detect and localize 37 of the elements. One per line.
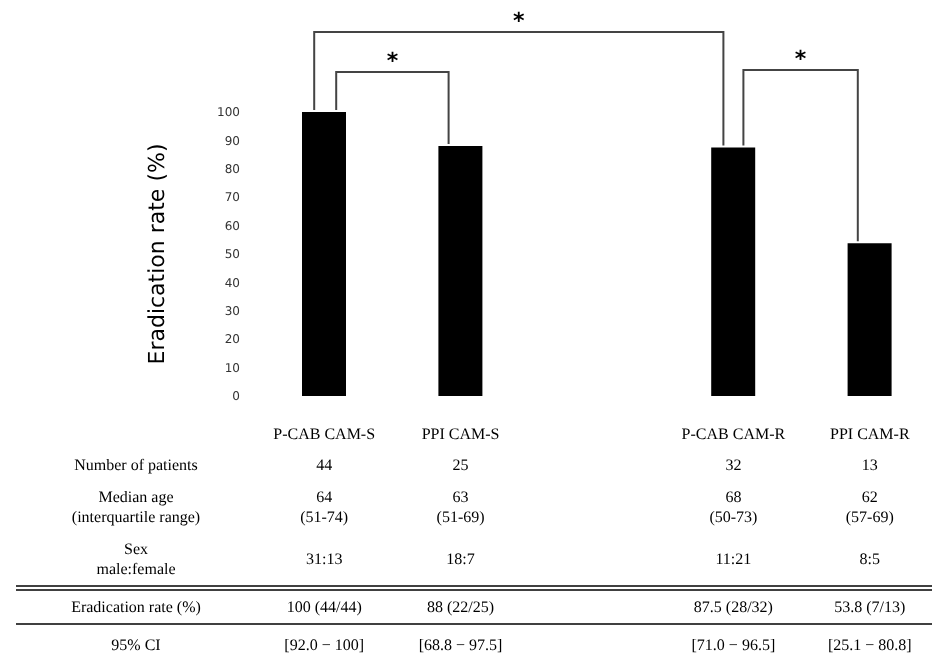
- text: 95% CI: [111, 636, 162, 654]
- text: 63 (51-69): [436, 488, 486, 526]
- y-axis-title: Eradication rate (%): [143, 143, 170, 365]
- text: [71.0 − 96.5]: [691, 636, 776, 654]
- text: [68.8 − 97.5]: [418, 636, 504, 654]
- text: 64 (51-74): [300, 488, 349, 526]
- text: 32: [725, 456, 742, 474]
- text: *: [513, 8, 526, 34]
- data-label: 100 (44/44): [286, 598, 363, 616]
- text: 11:21: [715, 550, 752, 568]
- bar: [847, 243, 892, 396]
- data-label: 87.5 (28/32): [693, 598, 774, 616]
- x-tick-label: P-CAB CAM-R: [681, 425, 787, 444]
- text: Median age (interquartile range): [71, 488, 201, 526]
- text: Eradication rate (%): [71, 598, 202, 616]
- text: 31:13: [305, 550, 343, 568]
- text: Number of patients: [74, 456, 198, 474]
- text: 68 (50-73): [709, 488, 759, 526]
- data-label: 53.8 (7/13): [834, 598, 907, 616]
- text: 25: [452, 456, 469, 474]
- data-label: 88 (22/25): [427, 598, 495, 616]
- x-tick-label: P-CAB CAM-S: [273, 425, 376, 444]
- text: Sex male:female: [96, 540, 177, 578]
- text: 62 (57-69): [845, 488, 895, 526]
- text: 13: [861, 456, 878, 474]
- bar: [302, 112, 346, 396]
- x-tick-label: PPI CAM-R: [830, 425, 911, 444]
- text: 44: [316, 456, 333, 474]
- bar: [438, 146, 483, 396]
- text: [25.1 − 80.8]: [827, 636, 913, 654]
- bar: [711, 147, 756, 396]
- text: *: [794, 46, 807, 72]
- x-tick-label: PPI CAM-S: [421, 425, 500, 444]
- text: [92.0 − 100]: [284, 636, 365, 654]
- text: *: [386, 48, 399, 74]
- text: 18:7: [446, 550, 475, 568]
- text: 8:5: [859, 550, 881, 568]
